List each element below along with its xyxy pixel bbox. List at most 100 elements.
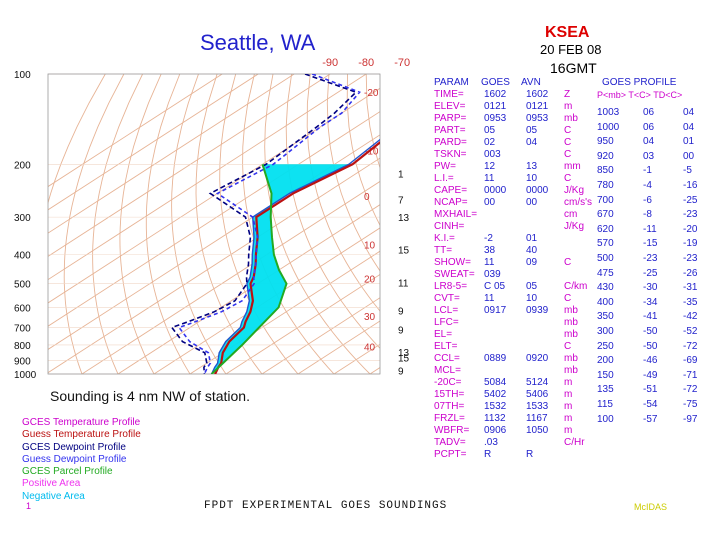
profile-t: -46 <box>643 355 658 367</box>
param-unit: mb <box>564 317 578 328</box>
param-name: WBFR= <box>434 425 470 436</box>
param-avn: 1050 <box>526 425 549 436</box>
profile-p: 780 <box>597 180 614 191</box>
profile-td: 01 <box>683 136 695 148</box>
isotherm-label: -10 <box>364 147 379 158</box>
param-avn: 05 <box>526 125 538 136</box>
param-unit: C <box>564 149 572 160</box>
profile-td: -75 <box>683 399 698 410</box>
mixing-ratio-label: 7 <box>398 195 404 206</box>
param-name: MXHAIL= <box>434 209 478 220</box>
profile-t: -8 <box>643 209 652 221</box>
param-name: SWEAT= <box>434 269 475 280</box>
param-name: EL= <box>434 329 453 340</box>
profile-td: 04 <box>683 121 695 133</box>
param-avn: 01 <box>526 233 538 244</box>
param-avn: 00 <box>526 197 538 208</box>
param-avn: 0121 <box>526 101 549 112</box>
isotherm-line <box>225 273 380 374</box>
param-unit: m <box>564 377 573 388</box>
pressure-tick-label: 400 <box>14 251 31 262</box>
param-avn: 0939 <box>526 305 549 316</box>
param-name: K.I.= <box>434 233 455 244</box>
isotherm-line <box>261 297 380 374</box>
dry-adiabat <box>285 74 380 349</box>
param-unit: C <box>564 137 572 148</box>
pressure-tick-label: 800 <box>14 341 31 352</box>
series-line <box>177 74 361 374</box>
pressure-tick-label: 1000 <box>14 370 37 381</box>
param-name: TT= <box>434 245 453 256</box>
temp-tick-label: -70 <box>394 57 410 69</box>
profile-t: -25 <box>643 267 658 279</box>
param-name: NCAP= <box>434 197 468 208</box>
param-name: LR8-5= <box>434 281 468 292</box>
param-goes: 039 <box>484 269 501 280</box>
profile-p: 430 <box>597 282 614 294</box>
mixing-ratio-label: 15 <box>398 246 410 257</box>
legend-item: GCES Parcel Profile <box>22 466 113 478</box>
param-unit: C <box>564 257 572 268</box>
param-avn: R <box>526 449 534 460</box>
param-unit: cm/s's <box>564 197 593 208</box>
pressure-tick-label: 900 <box>14 356 31 367</box>
profile-t: -6 <box>643 194 652 206</box>
legend-item: GCES Dewpoint Profile <box>22 441 126 453</box>
param-goes: 0906 <box>484 425 507 436</box>
param-unit: C <box>564 173 572 184</box>
profile-t: -34 <box>643 296 658 308</box>
param-unit: Z <box>564 89 571 100</box>
param-name: MCL= <box>434 365 461 376</box>
param-goes: 00 <box>484 197 496 208</box>
temp-tick-label: -80 <box>358 57 374 69</box>
dry-adiabat <box>63 74 125 374</box>
profile-td: -20 <box>683 223 698 235</box>
isotherm-line <box>153 227 380 374</box>
param-goes: 1602 <box>484 89 507 100</box>
param-avn: 10 <box>526 293 538 304</box>
profile-p: 850 <box>597 165 614 177</box>
sounding-note: Sounding is 4 nm NW of station. <box>50 388 250 404</box>
param-name: L.I.= <box>434 173 454 184</box>
dry-adiabat <box>145 74 191 374</box>
temp-tick-label: -90 <box>322 57 338 69</box>
param-goes: 12 <box>484 161 496 172</box>
param-goes: 38 <box>484 245 496 256</box>
profile-td: -5 <box>683 165 692 177</box>
param-unit: mb <box>564 329 578 340</box>
profile-p: 950 <box>597 136 614 148</box>
param-goes: 05 <box>484 125 496 136</box>
param-unit: mb <box>564 305 578 316</box>
mixing-ratio-label: 9 <box>398 307 404 318</box>
param-unit: C <box>564 293 572 304</box>
legend-item: Negative Area <box>22 490 85 502</box>
param-name: -20C= <box>434 377 462 388</box>
profile-td: -25 <box>683 194 698 206</box>
profile-header: P<mb> T<C> TD<C> <box>597 90 683 100</box>
isotherm-line <box>48 111 380 327</box>
param-unit: m <box>564 101 573 112</box>
profile-p: 475 <box>597 267 614 279</box>
profile-td: -97 <box>683 413 698 425</box>
param-name: LFC= <box>434 317 459 328</box>
param-name: PCPT= <box>434 449 467 460</box>
param-goes: 0000 <box>484 185 507 196</box>
dry-adiabat <box>48 74 106 205</box>
param-avn: 05 <box>526 281 538 292</box>
param-name: TADV= <box>434 437 466 448</box>
profile-p: 150 <box>597 369 614 381</box>
pressure-tick-label: 600 <box>14 303 31 314</box>
param-goes: 11 <box>484 293 495 304</box>
param-avn: 1602 <box>526 89 549 100</box>
profile-p: 670 <box>597 209 614 221</box>
series-line <box>213 141 380 374</box>
profile-p: 1003 <box>597 107 620 118</box>
param-goes: C 05 <box>484 281 506 292</box>
param-name: SHOW= <box>434 257 471 268</box>
pressure-tick-label: 300 <box>14 213 31 224</box>
param-avn: 0953 <box>526 113 549 124</box>
profile-t: -49 <box>643 369 658 381</box>
profile-t: 04 <box>643 136 655 148</box>
param-unit: mb <box>564 113 578 124</box>
